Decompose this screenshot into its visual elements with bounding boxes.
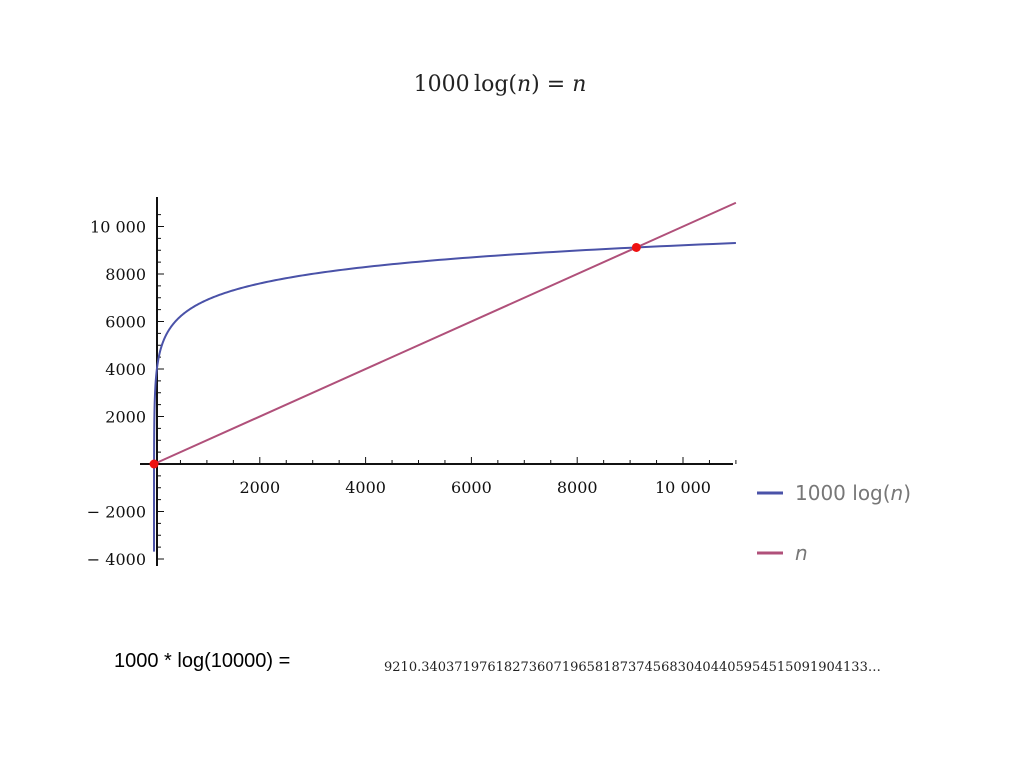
legend-label-log: 1000 log(n): [795, 481, 911, 505]
y-tick-label: 2000: [105, 408, 146, 427]
y-tick-label: 4000: [105, 360, 146, 379]
x-tick-label: 4000: [345, 478, 386, 497]
x-tick-label: 2000: [239, 478, 280, 497]
title-func: log(: [474, 72, 517, 97]
ticks: 2000 4000 6000 8000 10 000 − 4000 − 2000 2000 40…: [87, 214, 737, 569]
x-tick-label: 8000: [557, 478, 598, 497]
y-tick-label: 10 000: [90, 218, 146, 237]
intersection-point: [631, 242, 641, 252]
intersection-markers: [149, 242, 641, 469]
title-close: ): [531, 72, 540, 97]
y-tick-label: 8000: [105, 265, 146, 284]
title-rhs: n: [572, 72, 587, 97]
y-tick-label: 6000: [105, 313, 146, 332]
axes: [140, 197, 733, 566]
page-title: 1000 log(n) = n: [0, 72, 1000, 97]
legend: 1000 log(n) n: [757, 481, 911, 565]
series-n-line: [153, 201, 737, 465]
y-tick-label: − 2000: [87, 503, 146, 522]
title-var: n: [517, 72, 532, 97]
x-tick-label: 6000: [451, 478, 492, 497]
y-tick-label: − 4000: [87, 550, 146, 569]
title-equals: =: [539, 72, 573, 97]
x-tick-label: 10 000: [655, 478, 711, 497]
series-layer: [153, 201, 737, 552]
calculation-result: 9210.34037197618273607196581873745683040…: [384, 660, 881, 675]
intersection-point: [149, 459, 159, 469]
title-coefficient: 1000: [413, 72, 470, 97]
series-log-line: [153, 241, 736, 552]
plot-area: 2000 4000 6000 8000 10 000 − 4000 − 2000 2000 40…: [87, 197, 911, 569]
calculation-label: 1000 * log(10000) =: [114, 650, 291, 672]
legend-label-n: n: [795, 541, 808, 565]
